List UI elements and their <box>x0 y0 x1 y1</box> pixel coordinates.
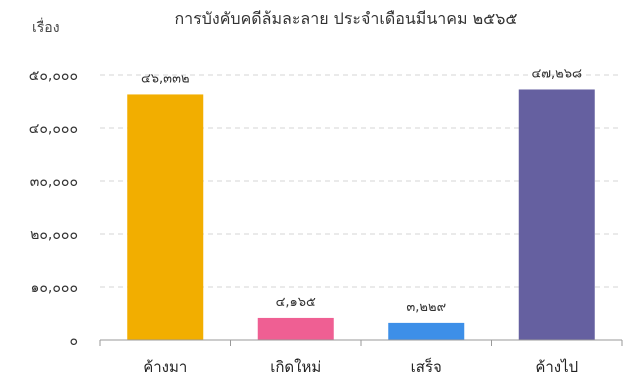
bar-4 <box>518 89 595 340</box>
y-axis-label: เรื่อง <box>32 18 60 36</box>
bars <box>127 89 595 340</box>
y-axis-ticks: ๐ ๑๐,๐๐๐ ๒๐,๐๐๐ ๓๐,๐๐๐ ๔๐,๐๐๐ ๕๐,๐๐๐ <box>29 68 78 349</box>
category-label-1: ค้างมา <box>143 358 187 376</box>
data-label-4: ๔๗,๒๖๘ <box>531 66 582 81</box>
category-label-2: เกิดใหม่ <box>270 358 321 376</box>
y-tick-label: ๓๐,๐๐๐ <box>30 174 78 190</box>
chart-title: การบังคับคดีล้มละลาย ประจำเดือนมีนาคม ๒๕… <box>174 9 517 28</box>
data-label-2: ๔,๑๖๕ <box>276 295 316 310</box>
y-tick-label: ๔๐,๐๐๐ <box>29 121 78 137</box>
y-tick-label: ๒๐,๐๐๐ <box>30 227 78 243</box>
bar-3 <box>388 322 465 340</box>
category-label-4: ค้างไป <box>535 358 578 376</box>
category-labels: ค้างมา เกิดใหม่ เสร็จ ค้างไป <box>143 357 578 376</box>
data-label-1: ๔๖,๓๓๒ <box>141 71 190 86</box>
y-tick-label: ๐ <box>69 333 78 349</box>
y-tick-label: ๑๐,๐๐๐ <box>30 280 78 296</box>
bar-2 <box>257 317 334 340</box>
x-axis <box>99 339 623 346</box>
category-label-3: เสร็จ <box>411 357 442 376</box>
y-tick-label: ๕๐,๐๐๐ <box>29 68 78 84</box>
bar-1 <box>127 94 204 340</box>
data-label-3: ๓,๒๒๙ <box>406 300 446 315</box>
